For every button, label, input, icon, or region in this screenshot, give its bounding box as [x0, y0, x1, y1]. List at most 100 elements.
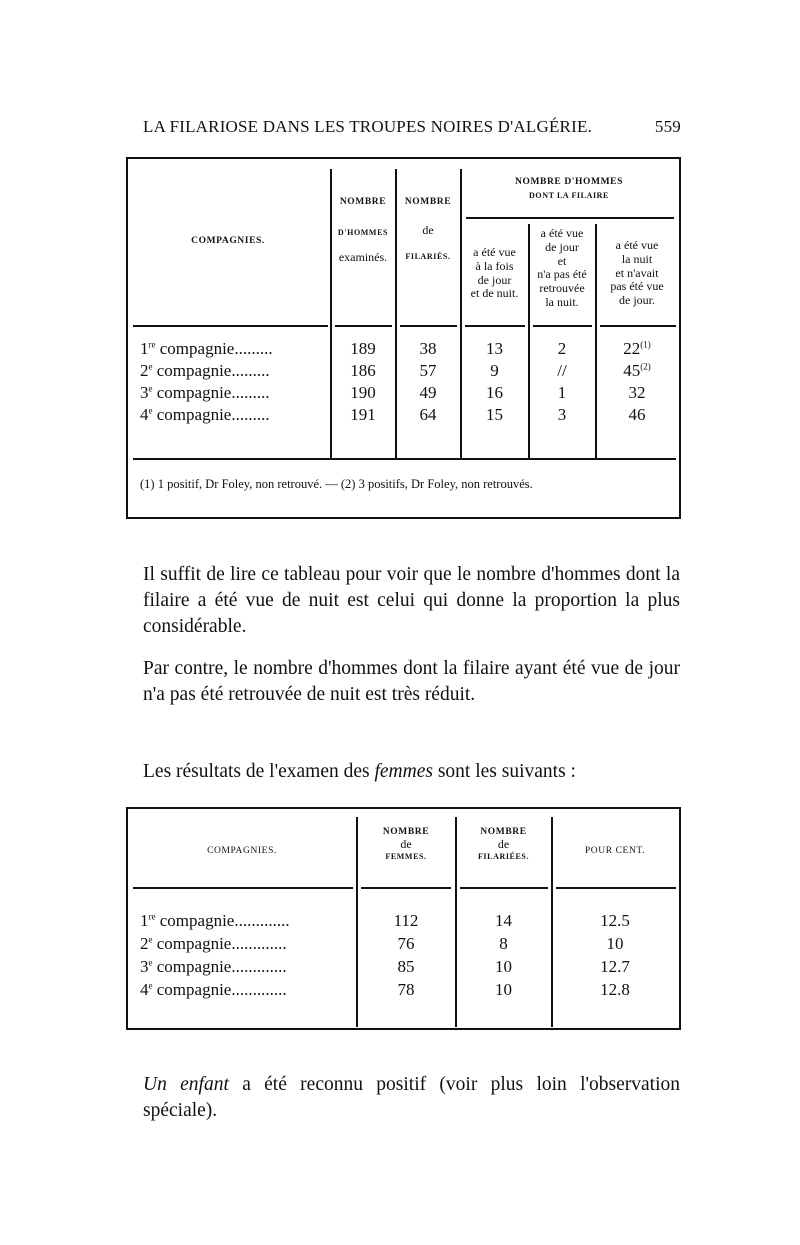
- paragraph-1: Il suffit de lire ce tableau pour voir q…: [143, 564, 680, 637]
- paragraph-2: Par contre, le nombre d'hommes dont la f…: [143, 658, 680, 705]
- header-femmes: NOMBRE de FEMMES.: [382, 827, 430, 861]
- cell-value: 13: [486, 339, 503, 358]
- cell-both: 16: [461, 383, 528, 403]
- cell-value: 49: [419, 383, 437, 402]
- header-sub-day-only: a été vue de jour et n'a pas été retrouvée la…: [537, 226, 587, 309]
- row-ordinal: 4: [140, 980, 149, 999]
- table-footnote: (1) 1 positif, Dr Foley, non retrouvé. —…: [140, 477, 533, 491]
- row-ordinal: 1: [140, 911, 149, 930]
- row-ordinal-suffix: e: [148, 383, 153, 394]
- cell-day-only: 3: [529, 405, 595, 425]
- row-label-text: compagnie.............: [152, 957, 287, 976]
- row-label-text: compagnie.........: [155, 339, 273, 358]
- row-label: 3e compagnie.........: [140, 383, 328, 403]
- header-filariees: NOMBRE de FILARIÉES.: [477, 827, 530, 861]
- cell-value: 38: [419, 339, 437, 358]
- row-ordinal-suffix: e: [148, 405, 153, 416]
- running-head-title: LA FILARIOSE DANS LES TROUPES NOIRES D'A…: [143, 117, 592, 136]
- cell-filaries: 38: [396, 339, 460, 359]
- cell-value: 22: [623, 339, 641, 358]
- cell-value: 189: [350, 339, 376, 358]
- header-group: NOMBRE D'HOMMES DONT LA FILAIRE: [515, 177, 623, 200]
- cell-both: 9: [461, 361, 528, 381]
- page-number: 559: [654, 117, 681, 136]
- cell-femmes: 112: [393, 911, 419, 930]
- paragraph-intro-women: Les résultats de l'examen des femmes son…: [143, 761, 576, 782]
- row-label-text: compagnie.............: [152, 934, 287, 953]
- row-ordinal: 2: [140, 934, 149, 953]
- row-ordinal-suffix: e: [148, 980, 153, 991]
- cell-value: 16: [486, 383, 503, 402]
- cell-night-only: 45(2): [596, 361, 678, 381]
- cell-value: //: [557, 361, 567, 380]
- table-men: COMPAGNIES. NOMBRE D'HOMMES examinés. NO…: [126, 157, 681, 519]
- cell-filariees: 10: [495, 957, 512, 976]
- header-filaries: NOMBRE de FILARIÉS.: [404, 197, 452, 261]
- row-label: 3e compagnie.............: [140, 957, 352, 977]
- header-percent: POUR CENT.: [584, 846, 646, 856]
- cell-value: 32: [628, 383, 646, 402]
- cell-filaries: 49: [396, 383, 460, 403]
- cell-percent: 12.7: [600, 957, 630, 976]
- cell-femmes: 78: [397, 980, 415, 999]
- cell-percent: 10: [606, 934, 624, 953]
- row-label: 4e compagnie.........: [140, 405, 328, 425]
- cell-femmes: 85: [397, 957, 415, 976]
- cell-value: 45: [623, 361, 641, 380]
- row-label: 1re compagnie.........: [140, 339, 328, 359]
- footnote-ref: (1): [640, 339, 651, 350]
- cell-day-only: 1: [529, 383, 595, 403]
- header-compagnies: COMPAGNIES.: [207, 846, 277, 856]
- cell-value: 186: [350, 361, 376, 380]
- cell-night-only: 22(1): [596, 339, 678, 359]
- row-ordinal: 3: [140, 957, 149, 976]
- header-examined: NOMBRE D'HOMMES examinés.: [337, 197, 389, 265]
- row-label-text: compagnie.........: [152, 361, 270, 380]
- row-ordinal: 2: [140, 361, 149, 380]
- cell-value: 57: [419, 361, 437, 380]
- header-sub-night-only: a été vue la nuit et n'avait pas été vue de …: [610, 238, 664, 308]
- cell-value: 15: [486, 405, 503, 424]
- cell-percent: 12.8: [600, 980, 630, 999]
- row-label: 1re compagnie.............: [140, 911, 352, 931]
- row-label-text: compagnie.........: [152, 383, 270, 402]
- row-label: 4e compagnie.............: [140, 980, 352, 1000]
- row-label: 2e compagnie.............: [140, 934, 352, 954]
- header-compagnies: COMPAGNIES.: [191, 236, 265, 246]
- cell-value: 64: [419, 405, 437, 424]
- cell-filaries: 64: [396, 405, 460, 425]
- running-head: LA FILARIOSE DANS LES TROUPES NOIRES D'A…: [143, 117, 681, 137]
- cell-examined: 189: [331, 339, 395, 359]
- footnote-ref: (2): [640, 361, 651, 372]
- cell-femmes: 76: [397, 934, 415, 953]
- row-ordinal-suffix: e: [148, 957, 153, 968]
- cell-night-only: 46: [596, 405, 678, 425]
- paragraph-closing: Un enfant a été reconnu positif (voir pl…: [143, 1074, 680, 1121]
- row-label-text: compagnie.............: [155, 911, 290, 930]
- row-ordinal: 3: [140, 383, 149, 402]
- cell-value: 9: [490, 361, 499, 380]
- row-label: 2e compagnie.........: [140, 361, 328, 381]
- cell-both: 13: [461, 339, 528, 359]
- cell-filariees: 14: [495, 911, 512, 930]
- cell-filaries: 57: [396, 361, 460, 381]
- cell-value: 190: [350, 383, 376, 402]
- cell-day-only: //: [529, 361, 595, 381]
- header-sub-both: a été vue à la fois de jour et de nuit.: [470, 245, 519, 301]
- cell-filariees: 10: [495, 980, 512, 999]
- row-ordinal: 4: [140, 405, 149, 424]
- row-ordinal-suffix: e: [148, 934, 153, 945]
- cell-both: 15: [461, 405, 528, 425]
- cell-value: 3: [557, 405, 567, 424]
- cell-value: 1: [557, 383, 567, 402]
- row-ordinal-suffix: re: [148, 911, 156, 922]
- cell-percent: 12.5: [600, 911, 630, 930]
- cell-day-only: 2: [529, 339, 595, 359]
- cell-examined: 190: [331, 383, 395, 403]
- row-ordinal: 1: [140, 339, 149, 358]
- cell-night-only: 32: [596, 383, 678, 403]
- cell-filariees: 8: [499, 934, 508, 953]
- row-ordinal-suffix: re: [148, 339, 156, 350]
- row-ordinal-suffix: e: [148, 361, 153, 372]
